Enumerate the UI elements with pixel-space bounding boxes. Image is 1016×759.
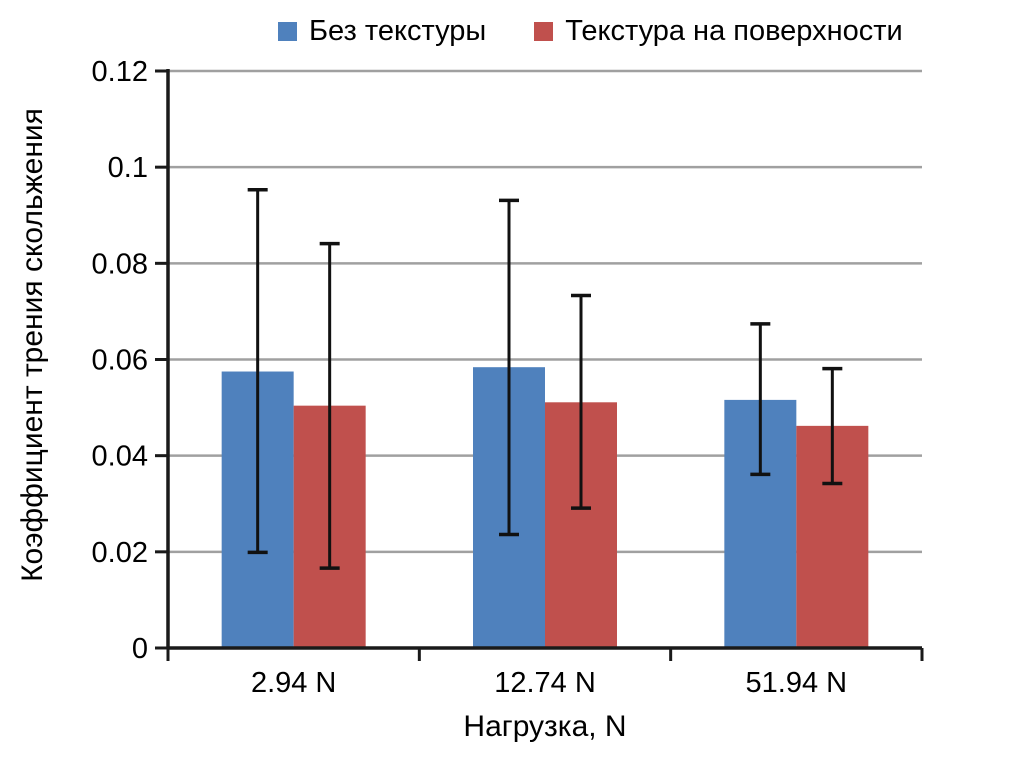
y-tick-label-0.1: 0.1	[108, 152, 148, 184]
x-category-label-51.94N: 51.94 N	[746, 667, 848, 699]
legend-item-no-texture: Без текстуры	[278, 14, 486, 48]
y-tick-label-0: 0	[132, 633, 148, 665]
legend-label-no-texture: Без текстуры	[309, 15, 487, 47]
x-category-label-2.94N: 2.94 N	[251, 667, 336, 699]
chart-legend: Без текстуры Текстура на поверхности	[278, 14, 903, 48]
y-tick-label-0.12: 0.12	[92, 56, 148, 88]
y-tick-label-0.08: 0.08	[92, 248, 148, 280]
legend-swatch-textured-surface	[534, 21, 554, 41]
y-tick-label-0.06: 0.06	[92, 345, 148, 377]
x-axis-title: Нагрузка, N	[463, 710, 627, 743]
legend-item-textured-surface: Текстура на поверхности	[534, 14, 903, 48]
legend-swatch-no-texture	[278, 21, 297, 41]
y-tick-label-0.02: 0.02	[92, 537, 148, 569]
legend-label-textured-surface: Текстура на поверхности	[565, 15, 903, 47]
x-category-label-12.74N: 12.74 N	[494, 667, 596, 699]
y-tick-label-0.04: 0.04	[92, 441, 148, 473]
